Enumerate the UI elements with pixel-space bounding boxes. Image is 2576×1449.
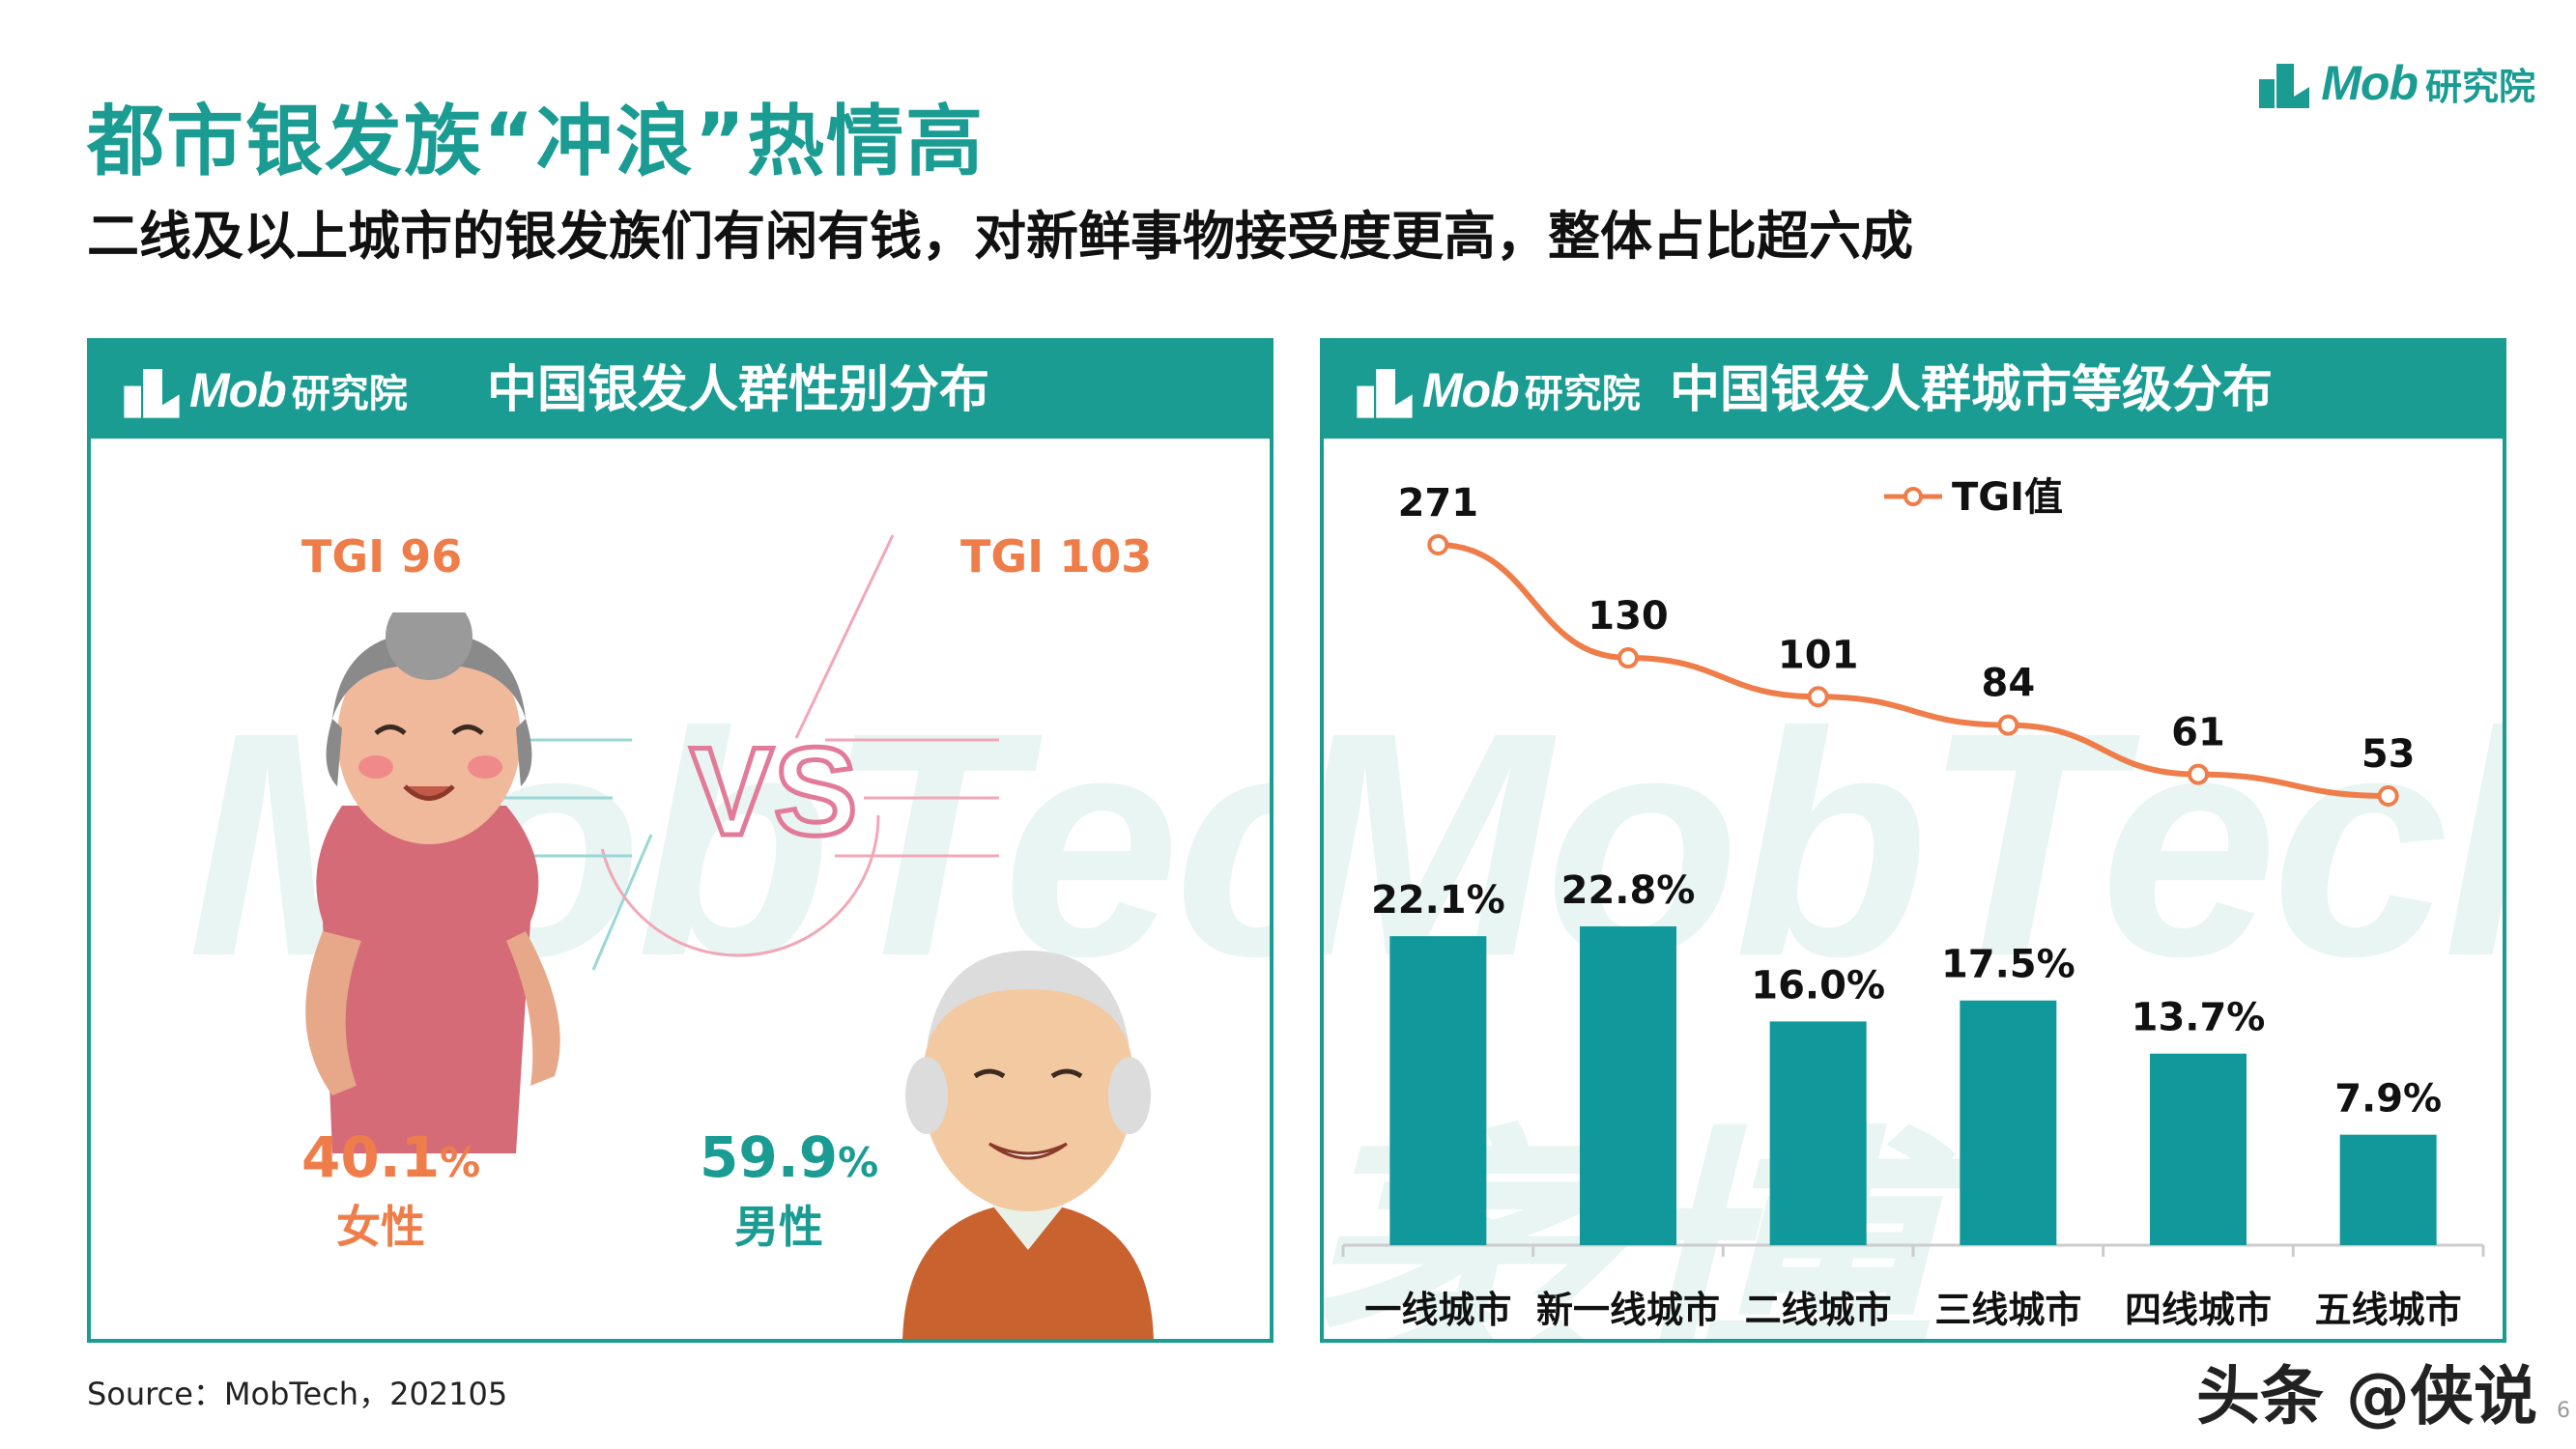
- panel-logo: Mob 研究院: [1353, 352, 1641, 429]
- logo-cn-text: 研究院: [2424, 65, 2535, 108]
- tgi-point: [1617, 647, 1639, 669]
- grandma-illustration: [305, 612, 560, 1153]
- gender-panel-header: Mob 研究院 中国银发人群性别分布: [91, 342, 1270, 439]
- vs-graphic: VS: [458, 534, 999, 971]
- legend-marker: [1903, 487, 1923, 506]
- tgi-point: [1427, 534, 1449, 555]
- female-pct-unit: %: [440, 1139, 481, 1186]
- city-panel-header: Mob 研究院 中国银发人群城市等级分布: [1324, 342, 2503, 439]
- building-logo-icon: [2259, 64, 2310, 108]
- panel-logo-cn: 研究院: [1524, 372, 1641, 416]
- male-tgi: TGI 103: [960, 530, 1153, 582]
- gender-panel: Mob 研究院 中国银发人群性别分布 MobTech VS: [87, 338, 1274, 1343]
- watermark-text: MobTech: [1320, 666, 2503, 1022]
- x-tick-label: 二线城市: [1745, 1289, 1892, 1331]
- male-pct-unit: %: [838, 1139, 879, 1186]
- x-tick-label: 四线城市: [2125, 1289, 2272, 1331]
- panel-logo-mob: Mob: [189, 363, 287, 417]
- panel-logo-cn: 研究院: [291, 372, 408, 416]
- building-logo-icon: [124, 369, 180, 418]
- x-tick-label: 一线城市: [1364, 1289, 1511, 1331]
- tgi-data-label: 61: [2171, 711, 2225, 755]
- male-pct: 59.9%: [700, 1124, 878, 1190]
- female-pct: 40.1%: [301, 1124, 480, 1190]
- city-tier-chart: 22.1% 一线城市 22.8% 新一线城市 16.0% 二线城市 17.5% 三线城市 13.…: [1341, 475, 2485, 1331]
- tgi-point: [2188, 763, 2209, 785]
- vs-text: VS: [690, 721, 857, 862]
- source-note: Source：MobTech，202105: [87, 1376, 508, 1412]
- female-pct-value: 40.1: [301, 1124, 441, 1190]
- bar-data-label: 16.0%: [1751, 963, 1885, 1008]
- x-tick-label: 三线城市: [1934, 1289, 2081, 1331]
- bar: [2150, 1053, 2247, 1245]
- tgi-data-label: 53: [2361, 732, 2416, 777]
- page-subtitle: 二线及以上城市的银发族们有闲有钱，对新鲜事物接受度更高，整体占比超六成: [87, 206, 1913, 267]
- bar: [2339, 1134, 2437, 1245]
- male-pct-value: 59.9: [700, 1124, 839, 1190]
- tgi-data-label: 101: [1778, 633, 1859, 677]
- logo-mob-text: Mob: [2321, 56, 2419, 110]
- x-tick-label: 五线城市: [2315, 1289, 2462, 1331]
- tgi-point: [1807, 686, 1829, 708]
- female-tgi: TGI 96: [301, 530, 463, 582]
- city-panel-title: 中国银发人群城市等级分布: [1669, 361, 2273, 419]
- bar-data-label: 7.9%: [2334, 1077, 2442, 1122]
- tgi-point: [2377, 785, 2399, 807]
- tgi-point: [1997, 714, 2019, 736]
- tgi-series-line: [1438, 542, 2389, 799]
- building-logo-icon: [1357, 369, 1413, 418]
- city-panel: Mob 研究院 中国银发人群城市等级分布 MobTech 袤博 22.1%一线城…: [1320, 338, 2506, 1343]
- x-tick-label: 新一线城市: [1536, 1289, 1720, 1331]
- brand-watermark: 头条 @侠说: [2196, 1359, 2537, 1434]
- male-label: 男性: [734, 1201, 823, 1253]
- panel-logo-mob: Mob: [1422, 363, 1520, 417]
- gender-panel-title: 中国银发人群性别分布: [486, 361, 989, 419]
- bar: [1960, 1000, 2057, 1245]
- page-number: 6: [2557, 1399, 2570, 1423]
- bar-data-label: 22.8%: [1561, 868, 1696, 913]
- bar: [1769, 1021, 1867, 1245]
- bar-data-label: 13.7%: [2132, 996, 2266, 1040]
- bar: [1580, 926, 1676, 1245]
- grandpa-illustration: [902, 951, 1154, 1339]
- page-title: 都市银发族“冲浪”热情高: [87, 97, 986, 186]
- tgi-data-label: 271: [1398, 481, 1479, 526]
- legend-label: TGI值: [1952, 475, 2063, 520]
- bar-data-label: 17.5%: [1941, 943, 2075, 987]
- panel-logo: Mob 研究院: [120, 352, 408, 429]
- tgi-data-label: 84: [1981, 662, 2035, 706]
- tgi-data-label: 130: [1588, 594, 1669, 639]
- mob-logo: Mob 研究院: [2255, 44, 2535, 122]
- bar: [1389, 936, 1487, 1245]
- female-label: 女性: [336, 1201, 425, 1253]
- bar-data-label: 22.1%: [1371, 878, 1505, 923]
